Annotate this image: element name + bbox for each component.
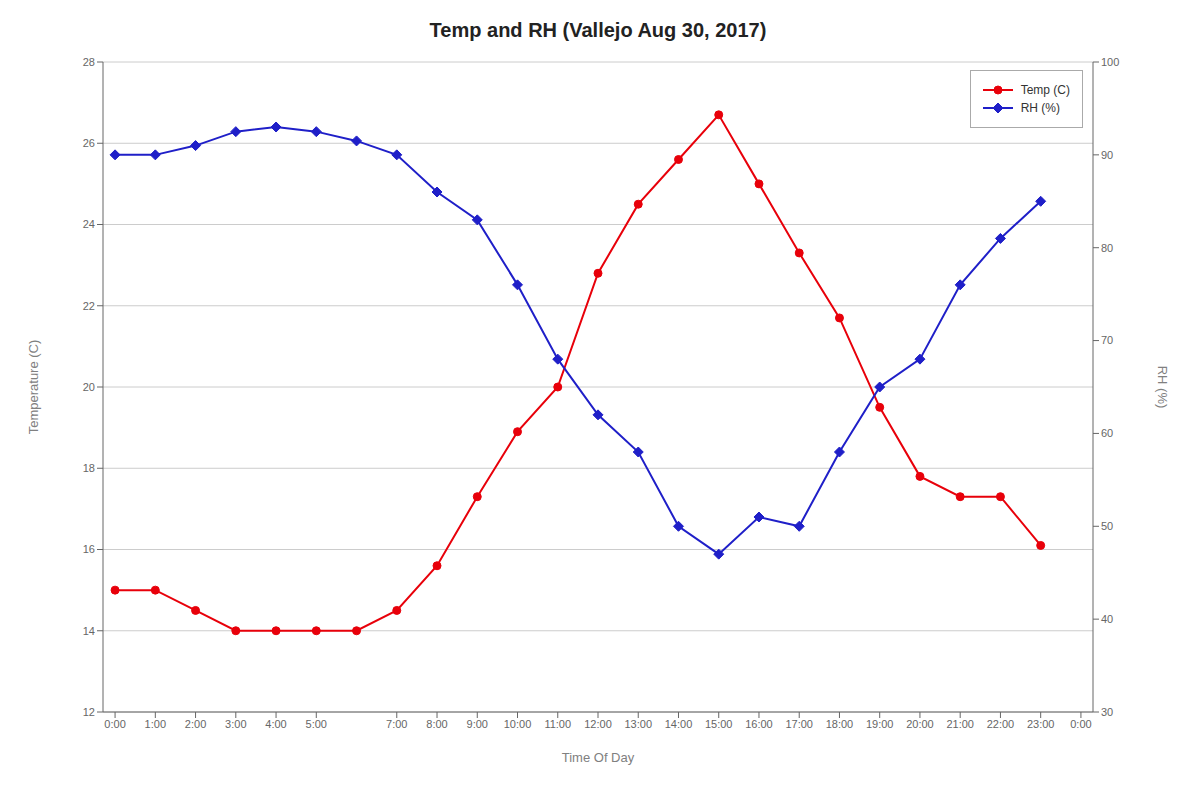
- svg-text:19:00: 19:00: [866, 718, 894, 730]
- svg-text:18:00: 18:00: [826, 718, 854, 730]
- svg-text:22: 22: [83, 300, 95, 312]
- svg-text:12:00: 12:00: [584, 718, 612, 730]
- html-text:Temp and RH (Vallejo Aug 30, 2: Temp and RH (Vallejo Aug 30, 2017): [429, 19, 767, 41]
- svg-text:16:00: 16:00: [745, 718, 773, 730]
- svg-text:4:00: 4:00: [265, 718, 286, 730]
- svg-text:15:00: 15:00: [705, 718, 733, 730]
- svg-text:20: 20: [83, 381, 95, 393]
- svg-text:90: 90: [1101, 149, 1113, 161]
- svg-text:5:00: 5:00: [306, 718, 327, 730]
- svg-text:70: 70: [1101, 334, 1113, 346]
- svg-text:3:00: 3:00: [225, 718, 246, 730]
- svg-text:100: 100: [1101, 56, 1119, 68]
- svg-text:17:00: 17:00: [785, 718, 813, 730]
- svg-text:16: 16: [83, 543, 95, 555]
- svg-text:26: 26: [83, 137, 95, 149]
- svg-text:14:00: 14:00: [665, 718, 693, 730]
- svg-text:2:00: 2:00: [185, 718, 206, 730]
- svg-text:Time Of Day: Time Of Day: [562, 750, 635, 765]
- svg-text:1:00: 1:00: [145, 718, 166, 730]
- svg-text:12: 12: [83, 706, 95, 718]
- svg-text:Temperature (C): Temperature (C): [26, 340, 41, 435]
- svg-text:40: 40: [1101, 613, 1113, 625]
- svg-text:24: 24: [83, 218, 95, 230]
- html-text:Temp (C): Temp (C): [1020, 83, 1070, 97]
- svg-text:28: 28: [83, 56, 95, 68]
- svg-text:0:00: 0:00: [1070, 718, 1091, 730]
- svg-text:30: 30: [1101, 706, 1113, 718]
- svg-text:21:00: 21:00: [946, 718, 974, 730]
- svg-text:50: 50: [1101, 520, 1113, 532]
- svg-text:13:00: 13:00: [624, 718, 652, 730]
- svg-text:80: 80: [1101, 242, 1113, 254]
- svg-text:11:00: 11:00: [544, 718, 571, 730]
- svg-text:22:00: 22:00: [987, 718, 1015, 730]
- svg-text:23:00: 23:00: [1027, 718, 1055, 730]
- svg-text:20:00: 20:00: [906, 718, 934, 730]
- svg-text:18: 18: [83, 462, 95, 474]
- html-text:RH (%): RH (%): [1020, 101, 1060, 115]
- svg-text:8:00: 8:00: [426, 718, 447, 730]
- svg-text:7:00: 7:00: [386, 718, 407, 730]
- svg-text:60: 60: [1101, 427, 1113, 439]
- svg-text:10:00: 10:00: [504, 718, 532, 730]
- svg-text:RH (%): RH (%): [1155, 366, 1170, 409]
- svg-text:14: 14: [83, 625, 95, 637]
- svg-text:9:00: 9:00: [467, 718, 488, 730]
- svg-text:0:00: 0:00: [104, 718, 125, 730]
